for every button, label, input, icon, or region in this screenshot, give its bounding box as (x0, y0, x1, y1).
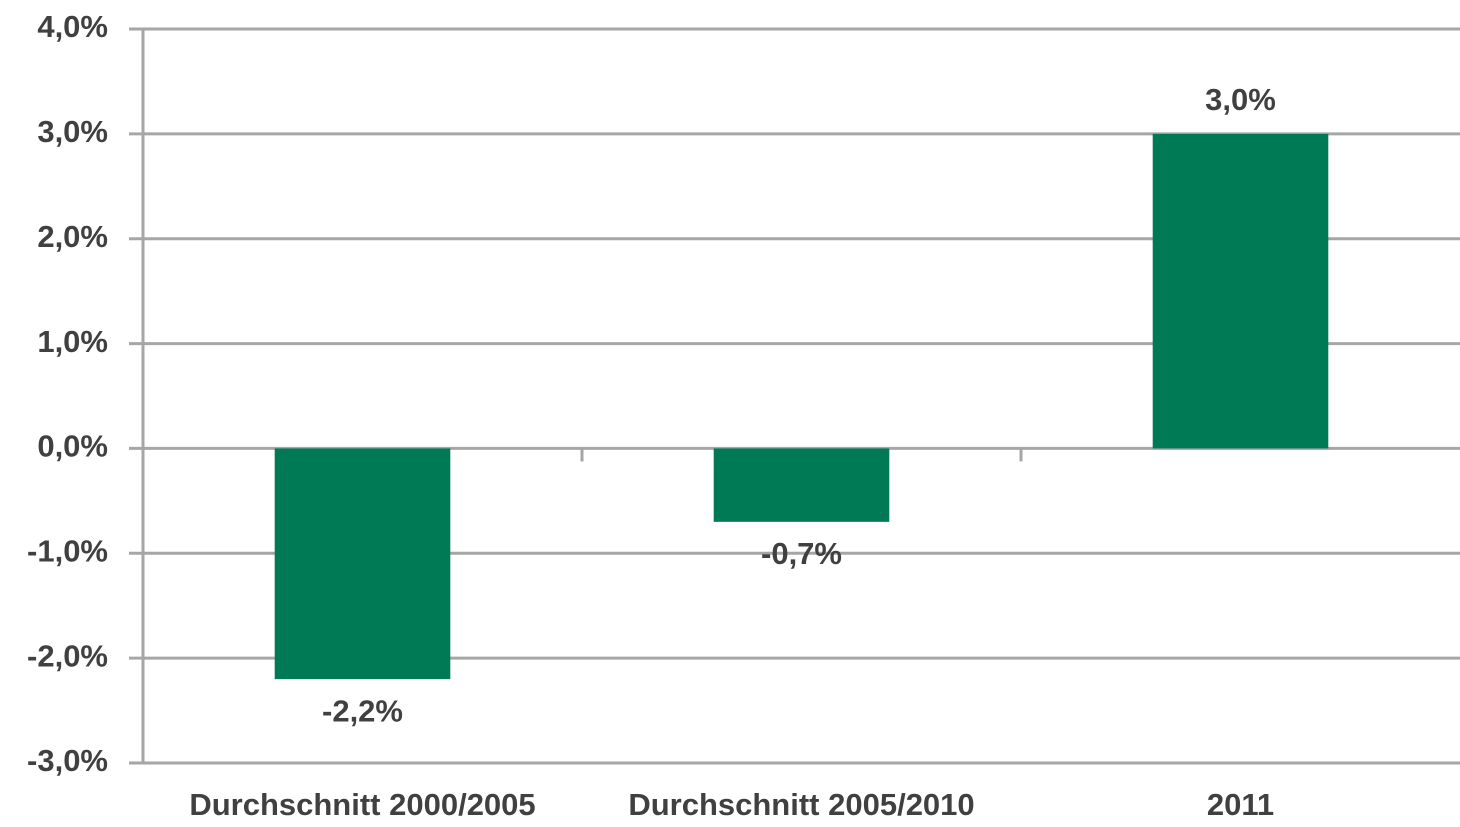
x-tick-label: Durchschnitt 2000/2005 (189, 787, 535, 822)
value-label: -2,2% (322, 693, 403, 728)
y-tick-label: 1,0% (37, 324, 108, 359)
y-tick-label: -2,0% (27, 638, 108, 673)
y-tick-label: 2,0% (37, 219, 108, 254)
y-tick-label: -1,0% (27, 533, 108, 568)
y-tick-label: 0,0% (37, 429, 108, 464)
value-label: -0,7% (761, 536, 842, 571)
y-tick-label: -3,0% (27, 743, 108, 778)
bar (713, 448, 890, 522)
y-tick-label: 4,0% (37, 9, 108, 44)
bar (1152, 133, 1329, 449)
bar (274, 448, 451, 680)
x-tick-label: Durchschnitt 2005/2010 (628, 787, 974, 822)
y-tick-label: 3,0% (37, 114, 108, 149)
x-tick-label: 2011 (1207, 787, 1274, 822)
value-label: 3,0% (1205, 82, 1276, 117)
